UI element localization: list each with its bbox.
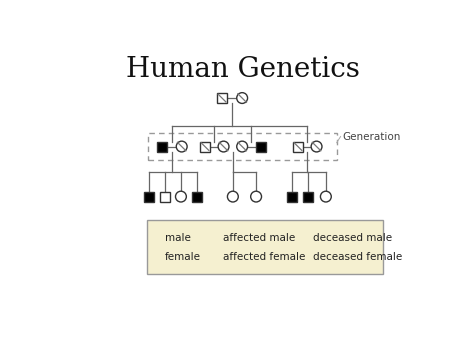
Text: affected male: affected male (223, 233, 295, 243)
Ellipse shape (210, 252, 219, 261)
Ellipse shape (301, 252, 310, 261)
Text: deceased male: deceased male (313, 233, 392, 243)
Text: Generation: Generation (342, 132, 401, 142)
Bar (302, 234, 310, 242)
Text: deceased female: deceased female (313, 252, 403, 262)
Ellipse shape (153, 252, 162, 261)
Bar (148, 133, 337, 160)
Bar (144, 192, 154, 202)
Text: female: female (164, 252, 201, 262)
Text: affected female: affected female (223, 252, 305, 262)
Bar (154, 234, 162, 242)
Ellipse shape (176, 141, 187, 152)
Bar (303, 192, 313, 202)
Bar (255, 142, 266, 152)
Bar (293, 142, 303, 152)
Ellipse shape (320, 191, 331, 202)
Bar (147, 220, 383, 274)
Text: male: male (164, 233, 191, 243)
Ellipse shape (175, 191, 186, 202)
Bar (200, 142, 210, 152)
Ellipse shape (237, 93, 247, 103)
Bar (211, 234, 219, 242)
Bar (217, 93, 227, 103)
Ellipse shape (237, 141, 247, 152)
Bar (287, 192, 297, 202)
Bar (157, 142, 167, 152)
Ellipse shape (311, 141, 322, 152)
Bar (160, 192, 171, 202)
Ellipse shape (228, 191, 238, 202)
Text: Human Genetics: Human Genetics (126, 56, 360, 83)
Bar (192, 192, 202, 202)
Ellipse shape (218, 141, 229, 152)
Ellipse shape (251, 191, 262, 202)
